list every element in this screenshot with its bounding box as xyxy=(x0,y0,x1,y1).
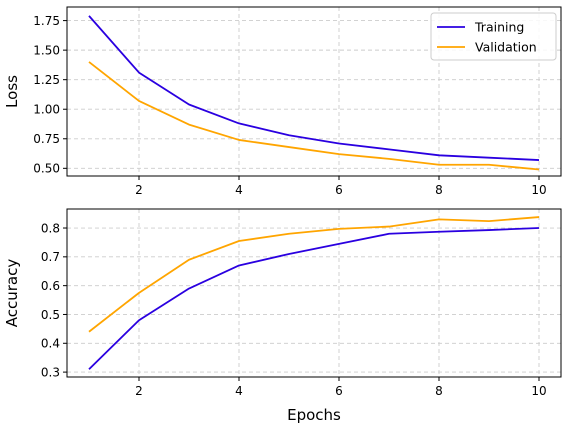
accuracy-x-tick-label-4: 4 xyxy=(235,384,243,398)
loss-y-tick-label-3: 1.25 xyxy=(33,73,60,87)
loss-x-tick-label-4: 4 xyxy=(235,183,243,197)
loss-x-tick-label-10: 10 xyxy=(531,183,546,197)
accuracy-x-axis-label: Epochs xyxy=(287,406,341,424)
accuracy-plot-frame xyxy=(66,208,562,378)
loss-x-tick-label-2: 2 xyxy=(135,183,143,197)
accuracy-y-tick-label-5: 0.8 xyxy=(41,221,60,235)
accuracy-y-tick-label-4: 0.7 xyxy=(41,250,60,264)
accuracy-y-tick-label-2: 0.5 xyxy=(41,308,60,322)
loss-legend-label-training: Training xyxy=(474,20,524,35)
loss-y-tick-label-1: 0.75 xyxy=(33,132,60,146)
loss-series-validation xyxy=(88,61,540,171)
accuracy-x-tick-label-6: 6 xyxy=(335,384,343,398)
loss-legend-label-validation: Validation xyxy=(475,40,537,55)
accuracy-y-axis-label: Accuracy xyxy=(3,259,21,328)
loss-y-tick-label-2: 1.00 xyxy=(33,103,60,117)
loss-y-axis-label: Loss xyxy=(3,75,21,108)
loss-y-tick-label-5: 1.75 xyxy=(33,14,60,28)
loss-y-tick-label-0: 0.50 xyxy=(33,162,60,176)
loss-legend-box xyxy=(430,12,557,61)
loss-y-tick-label-4: 1.50 xyxy=(33,43,60,57)
accuracy-y-tick-label-3: 0.6 xyxy=(41,279,60,293)
accuracy-y-tick-label-1: 0.4 xyxy=(41,337,60,351)
loss-chart: 2 4 6 8 10 0.50 0.75 1.00 1.25 1.50 1.75 Loss Traini… xyxy=(3,6,562,197)
loss-plot-frame xyxy=(66,6,562,177)
accuracy-series-training xyxy=(88,227,540,370)
accuracy-x-tick-label-8: 8 xyxy=(435,384,443,398)
loss-series-training xyxy=(88,15,540,161)
accuracy-series-validation xyxy=(88,216,540,333)
accuracy-x-tick-label-2: 2 xyxy=(135,384,143,398)
loss-x-tick-label-6: 6 xyxy=(335,183,343,197)
loss-x-tick-label-8: 8 xyxy=(435,183,443,197)
accuracy-chart: 2 4 6 8 10 0.3 0.4 0.5 0.6 0.7 0.8 Accuracy Epochs xyxy=(3,208,562,424)
accuracy-y-tick-label-0: 0.3 xyxy=(41,365,60,379)
loss-legend: Training Validation xyxy=(430,12,557,61)
accuracy-x-tick-label-10: 10 xyxy=(531,384,546,398)
